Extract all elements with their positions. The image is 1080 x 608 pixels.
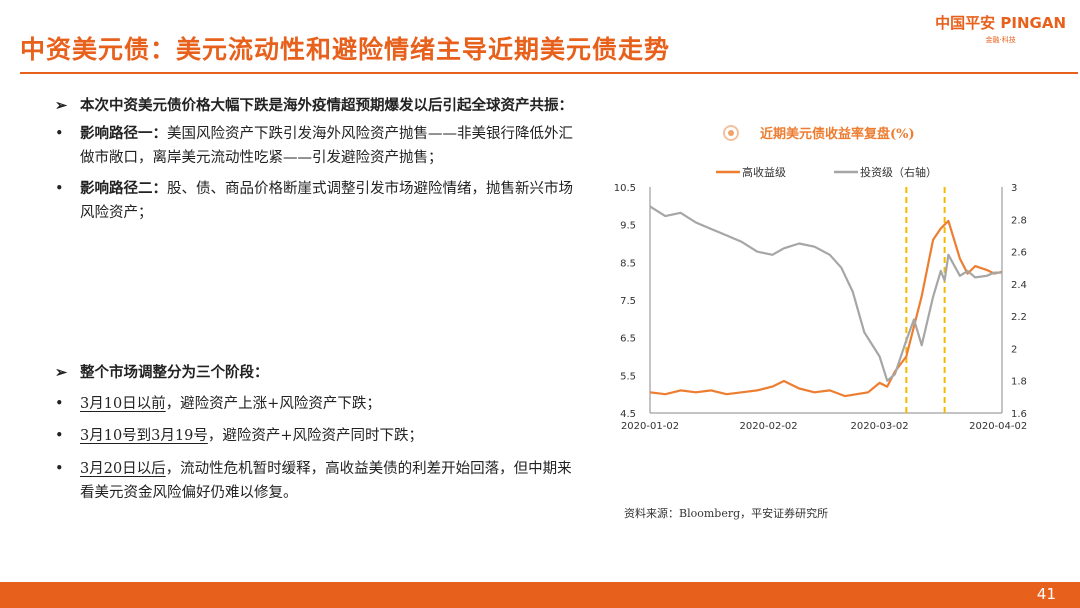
path-two-text: 股、债、商品价格断崖式调整引发市场避险情绪，抛售新兴市场风险资产； [80,180,573,222]
right-axis-tick-label: 2.8 [1011,215,1027,226]
dot-bullet-icon: • [55,125,64,142]
stage-two-date: 3月10号到3月19号 [80,428,208,444]
x-axis-tick-label: 2020-04-02 [969,421,1027,432]
left-axis-tick-label: 9.5 [620,221,636,232]
stages-heading: ➢ 整个市场调整分为三个阶段： [55,361,585,386]
left-axis-tick-label: 7.5 [620,296,636,307]
left-axis-tick-label: 5.5 [620,371,636,382]
footer-bar: 41 [0,582,1080,608]
stage-two-text: ，避险资产+风险资产同时下跌； [207,428,424,444]
logo-text: 中国平安 PINGAN [935,14,1066,32]
right-axis-tick-label: 2.2 [1011,312,1027,323]
series-line-investment-grade [649,205,1002,382]
right-axis-tick-label: 1.8 [1011,377,1027,388]
yield-chart-svg: 近期美元债收益率复盘(%) 高收益级 投资级（右轴） 4.5 5.5 6.5 7.5 8… [614,125,1028,432]
legend-label-investment-grade: 投资级（右轴） [860,165,937,179]
stages-heading-text: 整个市场调整分为三个阶段： [80,364,269,381]
dot-bullet-icon: • [55,180,64,197]
causes-heading-text: 本次中资美元债价格大幅下跌是海外疫情超预期爆发以后引起全球资产共振： [80,97,573,114]
chart-title-group: 近期美元债收益率复盘(%) [723,125,915,142]
title-divider [20,72,1078,74]
arrow-bullet-icon: ➢ [55,97,68,114]
dot-bullet-icon: • [55,428,64,444]
logo-tagline: 金融·科技 [985,36,1016,44]
stage-one-date: 3月10日以前 [80,395,166,412]
path-one-text: 美国风险资产下跌引发海外风险资产抛售——非美银行降低外汇做市敞口，离岸美元流动性… [80,125,573,167]
stage-three-date: 3月20日以后 [80,460,166,477]
path-two-item: • 影响路径二：股、债、商品价格断崖式调整引发市场避险情绪，抛售新兴市场风险资产… [55,177,585,226]
section-stages: ➢ 整个市场调整分为三个阶段： • 3月10日以前，避险资产上涨+风险资产下跌；… [55,361,585,506]
dot-bullet-icon: • [55,395,64,412]
path-one-item: • 影响路径一：美国风险资产下跌引发海外风险资产抛售——非美银行降低外汇做市敞口… [55,122,585,171]
x-axis-tick-label: 2020-01-02 [621,421,679,432]
dot-bullet-icon: • [55,460,64,477]
stage-three-item: • 3月20日以后，流动性危机暂时缓释，高收益美债的利差开始回落，但中期来看美元… [55,457,585,506]
page-number: 41 [1036,585,1056,603]
right-axis-tick-label: 2.4 [1011,280,1027,291]
stage-one-text: ，避险资产上涨+风险资产下跌； [165,395,381,412]
plot-area: 4.5 5.5 6.5 7.5 8.5 9.5 10.5 1.6 1.8 2 2.2 2.4 2.6 2.… [614,183,1028,432]
legend-label-high-yield: 高收益级 [742,165,786,179]
title-dot-icon [728,130,734,136]
x-axis-tick-label: 2020-02-02 [740,421,798,432]
path-one-label: 影响路径一： [80,124,167,142]
right-axis-tick-label: 2 [1011,344,1017,355]
source-note: 资料来源：Bloomberg，平安证券研究所 [624,507,829,520]
section-causes: ➢ 本次中资美元债价格大幅下跌是海外疫情超预期爆发以后引起全球资产共振： • 影… [55,94,585,226]
left-axis-tick-label: 8.5 [620,258,636,269]
causes-heading: ➢ 本次中资美元债价格大幅下跌是海外疫情超预期爆发以后引起全球资产共振： [55,94,585,119]
path-two-label: 影响路径二： [80,179,167,197]
stage-one-item: • 3月10日以前，避险资产上涨+风险资产下跌； [55,392,585,417]
right-axis-tick-label: 2.6 [1011,248,1027,259]
stage-three-text: ，流动性危机暂时缓释，高收益美债的利差开始回落，但中期来看美元资金风险偏好仍难以… [80,460,572,502]
x-axis-tick-label: 2020-03-02 [851,421,909,432]
left-axis-tick-label: 4.5 [620,409,636,420]
chart-legend: 高收益级 投资级（右轴） [716,165,937,179]
slide-title: 中资美元债：美元流动性和避险情绪主导近期美元债走势 [20,35,671,64]
left-axis-tick-label: 10.5 [614,183,636,194]
right-axis-tick-label: 3 [1011,183,1017,194]
title-ring-icon [723,125,739,141]
left-axis-tick-label: 6.5 [620,334,636,345]
arrow-bullet-icon: ➢ [55,364,68,381]
chart-title: 近期美元债收益率复盘(%) [760,126,915,142]
yield-chart: 近期美元债收益率复盘(%) 高收益级 投资级（右轴） 4.5 5.5 6.5 7.5 8… [590,110,1060,440]
right-axis-tick-label: 1.6 [1011,409,1027,420]
series-line-high-yield [649,219,1003,398]
stage-two-item: • 3月10号到3月19号，避险资产+风险资产同时下跌； [55,424,585,449]
company-logo: 中国平安 PINGAN 金融·科技 [935,12,1066,45]
